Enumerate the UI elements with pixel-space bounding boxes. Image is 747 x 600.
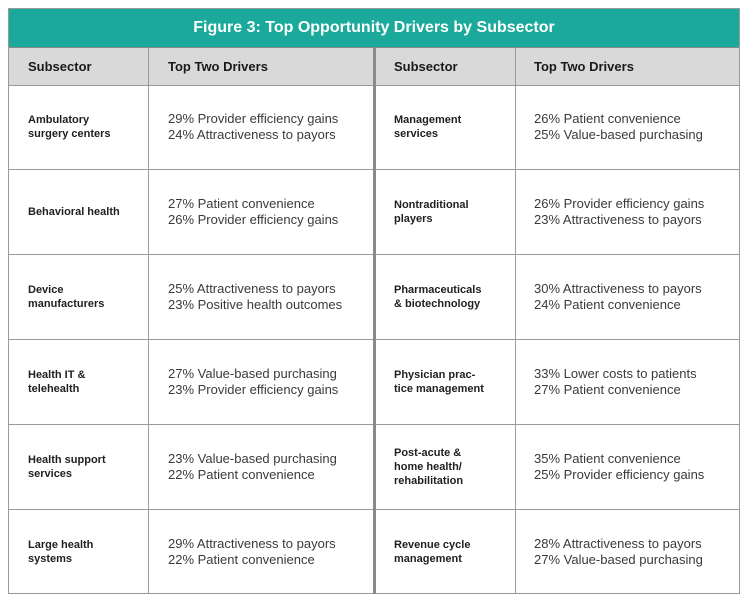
drivers-header: Top Two Drivers [534,58,634,74]
driver-2: 22% Patient convenience [168,552,315,568]
subsector-header: Subsector [376,48,516,85]
drivers-cell: 29% Attractiveness to payors 22% Patient… [149,510,373,594]
driver-2: 26% Provider efficiency gains [168,212,339,228]
left-table: Subsector Top Two Drivers Ambulatory sur… [9,48,376,594]
driver-1: 26% Provider efficiency gains [534,196,705,212]
drivers-cell: 27% Patient convenience 26% Provider eff… [149,170,373,254]
drivers-cell: 33% Lower costs to patients 27% Patient … [516,340,739,424]
drivers-cell: 35% Patient convenience 25% Provider eff… [516,425,739,509]
driver-1: 28% Attractiveness to payors [534,536,702,552]
driver-2: 23% Attractiveness to payors [534,212,702,228]
drivers-cell: 30% Attractiveness to payors 24% Patient… [516,255,739,339]
driver-1: 29% Attractiveness to payors [168,536,336,552]
subsector-cell: Behavioral health [9,170,149,255]
table-row: Health support services 23% Value-based … [9,425,373,511]
driver-1: 29% Provider efficiency gains [168,111,339,127]
table-row: Pharmaceuticals & biotechnology 30% Attr… [376,255,739,341]
tables-container: Subsector Top Two Drivers Ambulatory sur… [9,48,739,594]
subsector-cell: Ambulatory surgery centers [9,85,149,170]
driver-2: 27% Patient convenience [534,382,681,398]
driver-1: 30% Attractiveness to payors [534,281,702,297]
driver-1: 33% Lower costs to patients [534,366,697,382]
subsector-cell: Large health systems [9,510,149,594]
driver-1: 35% Patient convenience [534,451,681,467]
subsector-header: Subsector [9,48,149,85]
table-row: Health IT & telehealth 27% Value-based p… [9,340,373,426]
drivers-cell: 26% Provider efficiency gains 23% Attrac… [516,170,739,254]
table-row: Nontraditional players 26% Provider effi… [376,170,739,256]
subsector-cell: Post-acute & home health/ rehabilitation [376,425,516,510]
table-header-row: Subsector Top Two Drivers [376,48,739,86]
table-row: Physician prac- tice management 33% Lowe… [376,340,739,426]
subsector-cell: Pharmaceuticals & biotechnology [376,255,516,340]
drivers-cell: 28% Attractiveness to payors 27% Value-b… [516,510,739,594]
subsector-cell: Health IT & telehealth [9,340,149,425]
subsector-cell: Physician prac- tice management [376,340,516,425]
table-row: Device manufacturers 25% Attractiveness … [9,255,373,341]
table-row: Management services 26% Patient convenie… [376,85,739,171]
driver-1: 27% Value-based purchasing [168,366,337,382]
drivers-cell: 25% Attractiveness to payors 23% Positiv… [149,255,373,339]
right-table: Subsector Top Two Drivers Management ser… [376,48,739,594]
table-row: Post-acute & home health/ rehabilitation… [376,425,739,511]
drivers-cell: 29% Provider efficiency gains 24% Attrac… [149,86,373,170]
driver-2: 24% Attractiveness to payors [168,127,336,143]
drivers-header: Top Two Drivers [168,58,268,74]
driver-1: 25% Attractiveness to payors [168,281,336,297]
figure-title: Figure 3: Top Opportunity Drivers by Sub… [9,9,739,48]
table-row: Large health systems 29% Attractiveness … [9,510,373,594]
driver-1: 27% Patient convenience [168,196,315,212]
table-row: Ambulatory surgery centers 29% Provider … [9,85,373,171]
subsector-cell: Health support services [9,425,149,510]
driver-2: 22% Patient convenience [168,467,315,483]
driver-1: 23% Value-based purchasing [168,451,337,467]
subsector-cell: Revenue cycle management [376,510,516,594]
driver-2: 23% Provider efficiency gains [168,382,339,398]
driver-2: 24% Patient convenience [534,297,681,313]
drivers-cell: 23% Value-based purchasing 22% Patient c… [149,425,373,509]
driver-2: 25% Value-based purchasing [534,127,703,143]
driver-2: 23% Positive health outcomes [168,297,343,313]
driver-2: 27% Value-based purchasing [534,552,703,568]
table-row: Revenue cycle management 28% Attractiven… [376,510,739,594]
subsector-cell: Nontraditional players [376,170,516,255]
driver-1: 26% Patient convenience [534,111,681,127]
drivers-cell: 27% Value-based purchasing 23% Provider … [149,340,373,424]
subsector-cell: Device manufacturers [9,255,149,340]
drivers-cell: 26% Patient convenience 25% Value-based … [516,86,739,170]
table-row: Behavioral health 27% Patient convenienc… [9,170,373,256]
figure: Figure 3: Top Opportunity Drivers by Sub… [8,8,740,594]
subsector-cell: Management services [376,85,516,170]
driver-2: 25% Provider efficiency gains [534,467,705,483]
table-header-row: Subsector Top Two Drivers [9,48,373,86]
